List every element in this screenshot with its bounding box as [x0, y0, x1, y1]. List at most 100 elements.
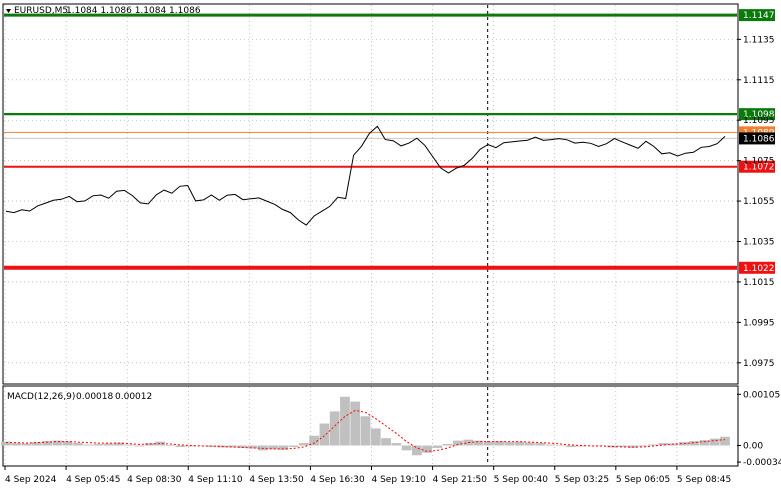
macd-main-value: 0.00018 [76, 392, 113, 402]
symbol-label: EURUSD,M5 [14, 6, 68, 16]
x-tick-label: 5 Sep 03:25 [555, 475, 609, 485]
macd-histogram-bar [422, 445, 433, 453]
chart-header: EURUSD,M5 1.1084 1.1086 1.1084 1.1086 [6, 6, 201, 16]
macd-histogram-bar [103, 443, 114, 446]
time-axis: 4 Sep 2024 4 Sep 05:45 4 Sep 08:30 4 Sep 11… [4, 466, 731, 485]
macd-histogram-bar [278, 445, 289, 450]
macd-tick-label: 0.00105 [743, 390, 780, 400]
ohlc-label: 1.1084 1.1086 1.1084 1.1086 [66, 6, 201, 16]
macd-histogram-bar [1, 441, 11, 446]
macd-histogram-bar [483, 441, 494, 446]
macd-histogram-bar [473, 440, 484, 446]
macd-histogram-bar [165, 445, 176, 446]
macd-tick-label: -0.00034 [743, 458, 781, 468]
price-series [5, 125, 726, 226]
macd-histogram-bar [391, 443, 402, 446]
level-tag-label-support-low: 1.1022 [743, 264, 775, 274]
macd-histogram-bar [227, 445, 237, 448]
macd-histogram-bar [21, 443, 32, 446]
x-tick-label: 5 Sep 06:05 [616, 475, 670, 485]
y-tick-label: 1.0975 [743, 359, 775, 369]
macd-histogram-bar [93, 444, 104, 446]
macd-histogram-bar [196, 445, 207, 447]
price-panel-frame [2, 3, 739, 385]
macd-histogram-bar [514, 441, 525, 446]
macd-histogram-bar [453, 440, 463, 446]
y-tick-label: 1.0995 [743, 318, 775, 328]
macd-histogram-bar [247, 445, 258, 449]
x-tick-label: 4 Sep 08:30 [127, 475, 182, 485]
macd-histogram-bar [699, 440, 710, 446]
y-tick-label: 1.1095 [743, 116, 775, 126]
macd-histogram-bar [155, 441, 165, 446]
macd-histogram-bar [340, 396, 350, 446]
macd-histogram-bar [381, 438, 391, 446]
x-tick-label: 4 Sep 11:10 [188, 475, 243, 485]
price-line [5, 125, 726, 226]
level-tag-label-current: 1.1086 [743, 134, 775, 144]
y-tick-label: 1.1035 [743, 238, 775, 248]
x-tick-label: 4 Sep 21:50 [433, 475, 488, 485]
macd-histogram-bar [42, 441, 52, 446]
macd-histogram-bar [73, 443, 83, 446]
y-tick-label: 1.1115 [743, 76, 775, 86]
macd-histogram-bar [319, 423, 330, 446]
macd-histogram-bar [432, 445, 443, 448]
macd-histogram-bar [720, 436, 730, 446]
macd-histogram-bar [648, 444, 658, 446]
macd-label: MACD(12,26,9) [7, 392, 75, 402]
macd-histogram-bar [114, 442, 124, 446]
macd-axis: 0.00105 0.00 -0.00034 [737, 390, 781, 468]
macd-histogram-bar [658, 443, 669, 446]
level-tag-label-support-mid: 1.1072 [743, 163, 775, 173]
macd-histogram-bar [566, 445, 576, 447]
level-tag-resistance-mid [739, 108, 775, 121]
macd-histogram-bar [134, 445, 145, 447]
macd-histogram-bar [268, 445, 278, 450]
macd-histogram-bar [52, 440, 63, 446]
macd-histogram-bar [11, 443, 22, 446]
macd-histogram-bar [83, 444, 94, 446]
macd-tick-label: 0.00 [743, 442, 763, 452]
macd-histogram-bar [350, 401, 361, 446]
macd-histogram-bar [401, 445, 412, 451]
macd-histogram-bar [144, 443, 155, 446]
macd-histogram-bar [494, 441, 504, 446]
y-tick-label: 1.1135 [743, 35, 775, 45]
x-tick-label: 4 Sep 2024 [5, 475, 57, 485]
macd-header: MACD(12,26,9) 0.00018 0.00012 [7, 392, 152, 402]
level-tag-resistance-high [739, 9, 775, 22]
macd-histogram-bar [668, 443, 679, 446]
level-tag-current [739, 132, 775, 145]
macd-histogram-bar [617, 445, 628, 447]
macd-histogram-bar [545, 444, 556, 446]
macd-histogram-bar [504, 442, 515, 446]
macd-histogram-bar [216, 445, 227, 448]
x-tick-label: 5 Sep 08:45 [677, 475, 731, 485]
macd-signal-value: 0.00012 [115, 392, 152, 402]
level-tag-label-resistance-high: 1.1147 [743, 11, 775, 21]
macd-histogram-bar [309, 435, 320, 446]
macd-histogram-bar [62, 441, 73, 446]
macd-histogram-bar [555, 445, 566, 447]
price-axis: 1.1135 1.1115 1.1095 1.1075 1.1055 1.1035 1.10… [737, 35, 775, 369]
level-tag-support-mid [739, 160, 775, 173]
x-tick-label: 4 Sep 19:10 [372, 475, 427, 485]
macd-histogram-bar [370, 428, 381, 446]
y-tick-label: 1.1015 [743, 278, 775, 288]
x-tick-label: 4 Sep 05:45 [66, 475, 120, 485]
macd-histogram-bar [524, 442, 535, 446]
macd-panel-frame [2, 385, 739, 467]
x-tick-label: 5 Sep 00:40 [494, 475, 549, 485]
macd-histogram-bar [689, 441, 700, 446]
macd-histogram-bar [586, 445, 597, 447]
chevron-down-icon[interactable] [6, 9, 11, 13]
x-tick-label: 4 Sep 13:50 [249, 475, 304, 485]
macd-series [1, 396, 730, 456]
y-tick-label: 1.1075 [743, 157, 775, 167]
macd-signal-line [6, 409, 726, 452]
macd-histogram-bar [360, 416, 371, 446]
level-tag-support-low [739, 261, 775, 274]
macd-histogram-bar [535, 443, 545, 446]
